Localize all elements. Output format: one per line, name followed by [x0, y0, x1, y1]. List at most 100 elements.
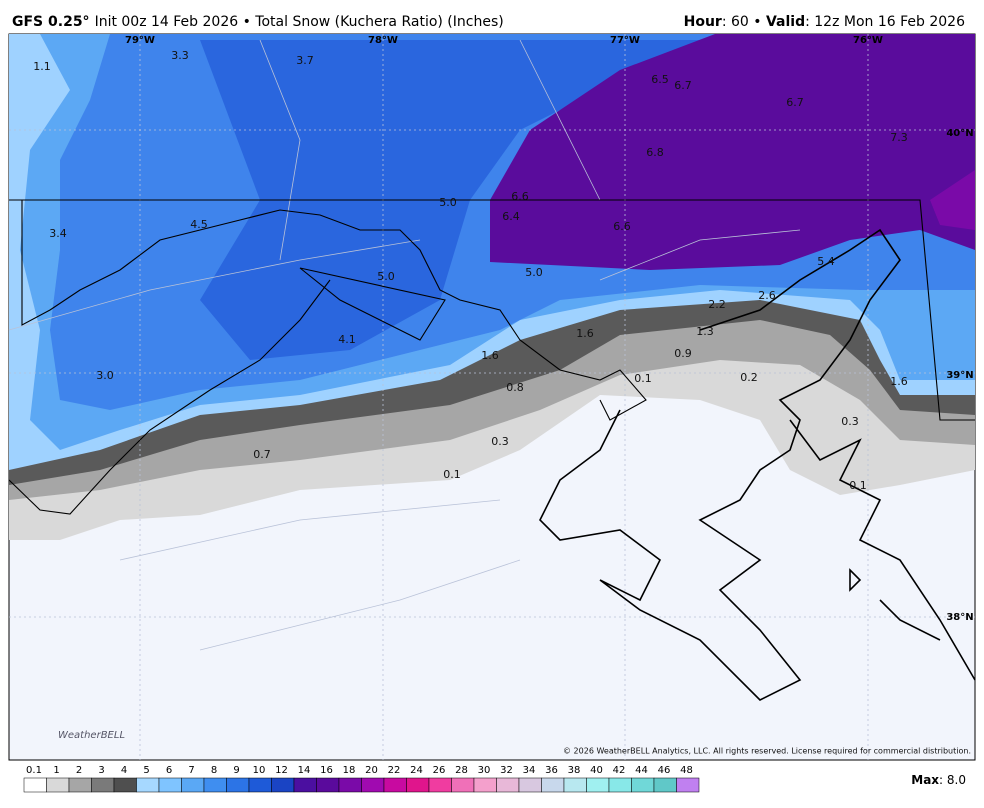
header-text: Init 00z 14 Feb 2026 • Total Snow (Kuche…	[95, 14, 504, 30]
colorbar-swatch	[203, 777, 227, 793]
colorbar-swatch	[406, 777, 430, 793]
max-text: : 8.0	[939, 773, 966, 787]
colorbar-label: 44	[635, 765, 648, 776]
snow-label: 7.3	[890, 131, 908, 144]
colorbar-swatch	[541, 777, 565, 793]
max-label: Max	[911, 773, 939, 787]
colorbar-label: 3	[98, 765, 104, 776]
snow-label: 3.4	[49, 227, 67, 240]
snow-label: 5.0	[439, 196, 457, 209]
snow-label: 0.3	[841, 415, 859, 428]
snow-label: 6.6	[613, 220, 631, 233]
lon-label: 79°W	[125, 35, 155, 46]
copyright: © 2026 WeatherBELL Analytics, LLC. All r…	[563, 747, 971, 756]
colorbar-label: 14	[298, 765, 311, 776]
snow-label: 4.5	[190, 218, 208, 231]
colorbar-label: 2	[76, 765, 82, 776]
colorbar-label: 8	[211, 765, 217, 776]
colorbar-label: 48	[680, 765, 693, 776]
colorbar-swatch	[361, 777, 385, 793]
colorbar-swatch	[653, 777, 677, 793]
lat-label: 38°N	[946, 612, 973, 623]
snow-label: 0.7	[253, 448, 271, 461]
colorbar-swatch	[518, 777, 542, 793]
colorbar-label: 22	[388, 765, 401, 776]
snow-label: 1.1	[33, 60, 51, 73]
snow-label: 0.9	[674, 347, 692, 360]
lat-label: 39°N	[946, 370, 973, 381]
colorbar-label: 7	[188, 765, 194, 776]
colorbar-label: 9	[233, 765, 239, 776]
snow-label: 6.8	[646, 146, 664, 159]
colorbar-swatch	[68, 777, 92, 793]
colorbar-swatch	[631, 777, 655, 793]
colorbar-swatch	[271, 777, 295, 793]
coastline	[539, 228, 976, 701]
state-borders	[8, 199, 975, 515]
colorbar-swatch	[496, 777, 520, 793]
snow-label: 0.1	[443, 468, 461, 481]
colorbar-label: 30	[478, 765, 491, 776]
snow-label: 5.0	[525, 266, 543, 279]
header-left: GFS 0.25° Init 00z 14 Feb 2026 • Total Sn…	[12, 14, 504, 30]
snow-label: 1.3	[696, 325, 714, 338]
snow-label: 5.4	[817, 255, 835, 268]
colorbar-swatch	[248, 777, 272, 793]
snow-label: 1.6	[890, 375, 908, 388]
colorbar-label: 18	[343, 765, 356, 776]
max: Max: 8.0	[911, 773, 966, 787]
snow-label: 0.2	[740, 371, 758, 384]
snow-label: 6.5	[651, 73, 669, 86]
snow-label: 6.4	[502, 210, 520, 223]
colorbar-swatch	[293, 777, 317, 793]
snow-label: 5.0	[377, 270, 395, 283]
snow-label: 1.6	[481, 349, 499, 362]
colorbar-swatch	[181, 777, 205, 793]
colorbar-label: 28	[455, 765, 468, 776]
shade-magenta	[930, 170, 975, 230]
snow-label: 3.3	[171, 49, 189, 62]
county-lines	[8, 39, 801, 651]
snow-label: 0.8	[506, 381, 524, 394]
snow-label: 0.3	[491, 435, 509, 448]
shade-purple	[490, 34, 975, 270]
colorbar-label: 36	[545, 765, 558, 776]
colorbar-swatch	[608, 777, 632, 793]
lon-label: 77°W	[610, 35, 640, 46]
colorbar-swatch	[316, 777, 340, 793]
colorbar-swatch	[451, 777, 475, 793]
colorbar-label: 5	[143, 765, 149, 776]
colorbar-swatch	[563, 777, 587, 793]
colorbar-swatch	[46, 777, 70, 793]
colorbar-swatch	[338, 777, 362, 793]
header-right: Hour: 60 • Valid: 12z Mon 16 Feb 2026	[684, 14, 965, 30]
map: WeatherBELL © 2026 WeatherBELL Analytics…	[8, 33, 976, 761]
lon-label: 76°W	[853, 35, 883, 46]
colorbar-swatch	[113, 777, 137, 793]
snow-label: 6.6	[511, 190, 529, 203]
snow-label: 6.7	[674, 79, 692, 92]
colorbar-label: 0.1	[26, 765, 42, 776]
snow-label: 2.6	[758, 289, 776, 302]
snow-label: 0.1	[849, 479, 867, 492]
colorbar-label: 24	[410, 765, 423, 776]
colorbar-swatch	[226, 777, 250, 793]
snow-label: 3.7	[296, 54, 314, 67]
colorbar-label: 16	[320, 765, 333, 776]
colorbar-swatch	[586, 777, 610, 793]
colorbar-label: 32	[500, 765, 513, 776]
colorbar-label: 6	[166, 765, 172, 776]
colorbar-swatch	[158, 777, 182, 793]
colorbar-label: 38	[568, 765, 581, 776]
colorbar-swatch	[428, 777, 452, 793]
colorbar-label: 12	[275, 765, 288, 776]
valid-text: : 12z Mon 16 Feb 2026	[805, 14, 965, 30]
colorbar: 0.1 1 2 3 4 5 6 7 8 9 10 12 14 16 18 20 22 24 26 28 30 32 34 36…	[23, 765, 700, 793]
logo: WeatherBELL	[58, 730, 125, 741]
lon-label: 78°W	[368, 35, 398, 46]
snow-label: 4.1	[338, 333, 356, 346]
model: GFS 0.25°	[12, 14, 90, 30]
colorbar-label: 1	[53, 765, 59, 776]
colorbar-label: 34	[523, 765, 536, 776]
